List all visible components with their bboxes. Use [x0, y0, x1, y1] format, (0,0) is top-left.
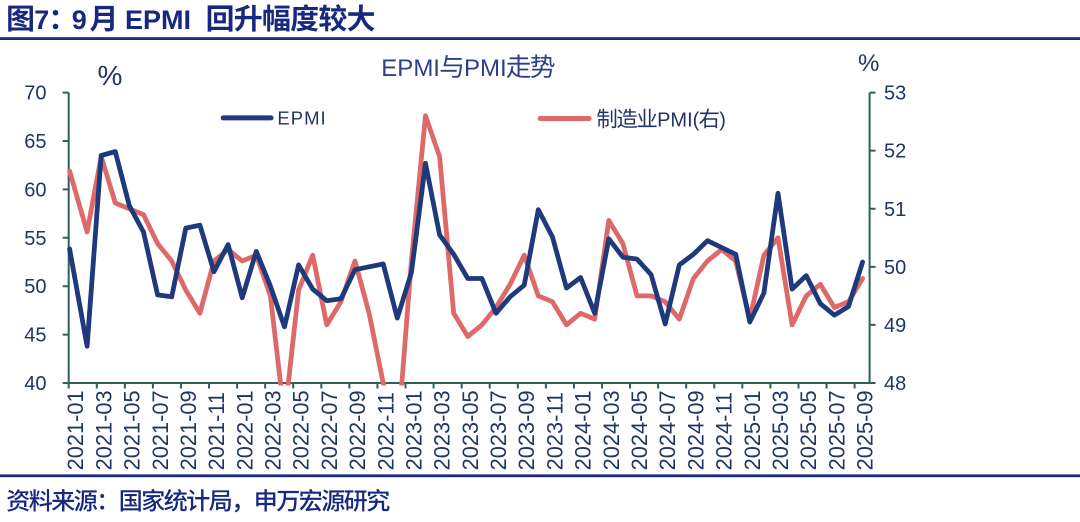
svg-text:2022-01: 2022-01	[232, 390, 257, 470]
svg-text:2024-03: 2024-03	[599, 390, 624, 470]
svg-text:51: 51	[884, 199, 906, 221]
svg-text:2021-01: 2021-01	[63, 390, 88, 470]
svg-text:53: 53	[884, 83, 906, 105]
svg-text:PMI: PMI	[464, 55, 507, 82]
svg-text:2023-01: 2023-01	[402, 390, 427, 470]
svg-text:70: 70	[24, 83, 46, 105]
svg-text:2024-01: 2024-01	[571, 390, 596, 470]
svg-text:2025-07: 2025-07	[824, 390, 849, 470]
svg-text:2023-11: 2023-11	[542, 392, 567, 470]
svg-text:2025-09: 2025-09	[853, 390, 878, 470]
svg-text:%: %	[858, 50, 879, 77]
svg-text:2022-09: 2022-09	[345, 390, 370, 470]
svg-text:2025-03: 2025-03	[768, 390, 793, 470]
svg-text:50: 50	[24, 276, 46, 298]
svg-text:2024-07: 2024-07	[655, 390, 680, 470]
svg-text:%: %	[98, 60, 123, 91]
svg-text:2024-05: 2024-05	[627, 390, 652, 470]
svg-text:2024-11: 2024-11	[712, 392, 737, 470]
svg-text:2022-05: 2022-05	[289, 390, 314, 470]
svg-text:2021-07: 2021-07	[148, 390, 173, 470]
svg-text:2025-05: 2025-05	[796, 390, 821, 470]
svg-text:2023-07: 2023-07	[486, 390, 511, 470]
svg-text:PMI(: PMI(	[657, 110, 700, 132]
svg-text:EPMI: EPMI	[277, 108, 326, 129]
svg-text:EPMI: EPMI	[125, 5, 191, 35]
svg-text:2021-11: 2021-11	[204, 392, 229, 470]
svg-text:2021-09: 2021-09	[176, 390, 201, 470]
svg-text:60: 60	[24, 179, 46, 201]
svg-text:2023-05: 2023-05	[458, 390, 483, 470]
svg-text:): )	[719, 110, 726, 132]
svg-text:2022-11: 2022-11	[373, 392, 398, 470]
svg-text:55: 55	[24, 228, 46, 250]
svg-text:7: 7	[34, 5, 49, 35]
svg-text:2021-05: 2021-05	[120, 390, 145, 470]
svg-text:48: 48	[884, 373, 906, 395]
svg-text:2022-07: 2022-07	[317, 390, 342, 470]
svg-text:2024-09: 2024-09	[683, 390, 708, 470]
svg-text:45: 45	[24, 325, 46, 347]
svg-text:52: 52	[884, 141, 906, 163]
svg-text:EPMI: EPMI	[381, 55, 440, 82]
svg-text:49: 49	[884, 315, 906, 337]
svg-text:40: 40	[24, 373, 46, 395]
svg-text:65: 65	[24, 131, 46, 153]
svg-text:2025-01: 2025-01	[740, 390, 765, 470]
svg-text:9: 9	[72, 5, 87, 35]
svg-text:2023-03: 2023-03	[430, 390, 455, 470]
svg-text:2023-09: 2023-09	[514, 390, 539, 470]
svg-text:2022-03: 2022-03	[261, 390, 286, 470]
svg-text:50: 50	[884, 257, 906, 279]
svg-text:2021-03: 2021-03	[91, 390, 116, 470]
